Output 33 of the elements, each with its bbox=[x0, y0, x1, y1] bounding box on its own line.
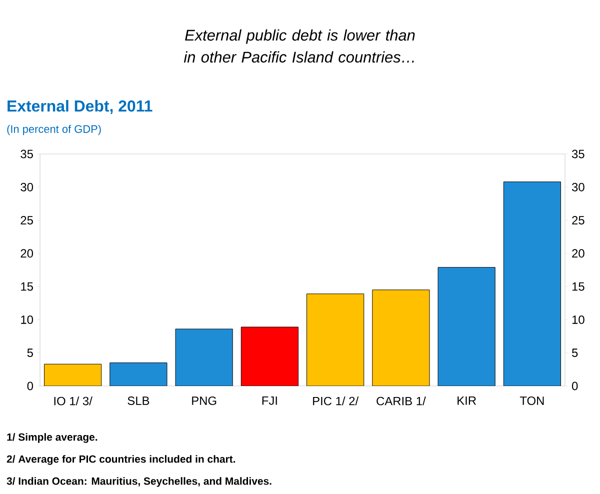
x-tick-label: PNG bbox=[192, 396, 216, 405]
y2-tick-label: 5 bbox=[572, 348, 578, 358]
text: 2/ Average for PIC countries included in chart. bbox=[6, 455, 236, 465]
y-tick-label: 20 bbox=[20, 249, 34, 258]
y2-tick-label: 20 bbox=[572, 249, 584, 258]
x-tick-label: KIR bbox=[458, 396, 476, 405]
text: 1/ Simple average. bbox=[7, 433, 98, 443]
y-tick-label: 35 bbox=[20, 150, 33, 158]
x-tick-label: PIC 1/ 2/ bbox=[313, 396, 359, 406]
bar bbox=[503, 182, 561, 386]
y2-tick-label: 35 bbox=[572, 150, 584, 158]
y2-tick-label: 0 bbox=[572, 382, 578, 390]
bar bbox=[372, 290, 430, 386]
y2-tick-label: 15 bbox=[572, 282, 584, 291]
text: External public debt is lower than in other Pacific Island countries… bbox=[184, 29, 415, 63]
y-tick-label: 25 bbox=[20, 216, 33, 224]
y-tick-label: 5 bbox=[27, 348, 33, 358]
y-tick-label: 0 bbox=[27, 382, 34, 390]
y2-tick-label: 10 bbox=[572, 315, 584, 324]
x-tick-label: TON bbox=[520, 396, 544, 405]
y-tick-label: 30 bbox=[20, 182, 34, 192]
x-tick-label: CARIB 1/ bbox=[376, 396, 426, 406]
text: 3/ Indian Ocean: Mauritius, Seychelles, and Maldives. bbox=[6, 477, 272, 487]
chart-title: External Debt, 2011 bbox=[8, 100, 152, 114]
y-tick-label: 15 bbox=[21, 282, 33, 291]
y2-tick-label: 25 bbox=[572, 216, 584, 224]
x-tick-label: SLB bbox=[128, 396, 150, 405]
x-tick-label: FJI bbox=[262, 396, 277, 405]
chart-subtitle: (In percent of GDP) bbox=[7, 124, 101, 136]
bar bbox=[175, 328, 233, 386]
y2-tick-label: 30 bbox=[572, 182, 584, 192]
x-tick-label: IO 1/ 3/ bbox=[54, 396, 92, 406]
y-tick-label: 10 bbox=[21, 315, 34, 324]
